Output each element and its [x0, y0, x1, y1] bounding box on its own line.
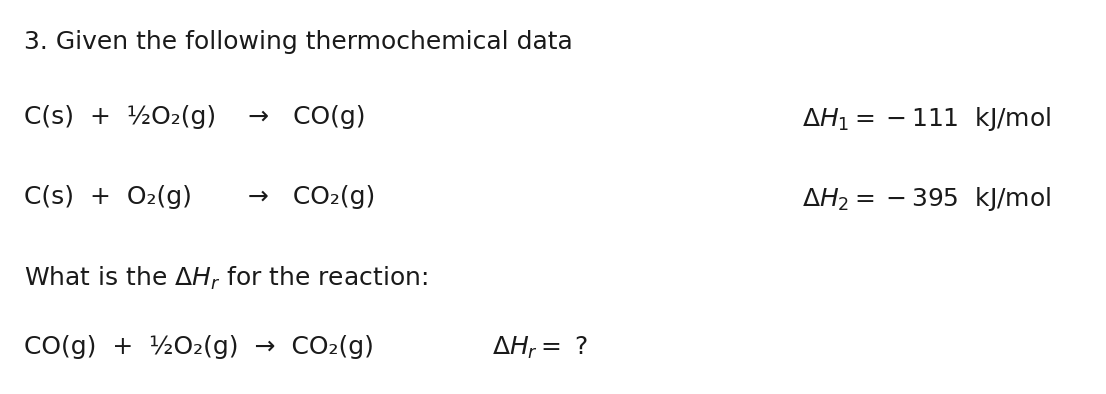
- Text: 3. Given the following thermochemical data: 3. Given the following thermochemical da…: [24, 30, 573, 54]
- Text: $\Delta H_2 = -395$  kJ/mol: $\Delta H_2 = -395$ kJ/mol: [802, 185, 1051, 213]
- Text: $\Delta H_1 = -111$  kJ/mol: $\Delta H_1 = -111$ kJ/mol: [802, 105, 1051, 133]
- Text: C(s)  +  ½O₂(g)    →   CO(g): C(s) + ½O₂(g) → CO(g): [24, 105, 366, 129]
- Text: C(s)  +  O₂(g)       →   CO₂(g): C(s) + O₂(g) → CO₂(g): [24, 185, 376, 209]
- Text: What is the $\Delta H_r$ for the reaction:: What is the $\Delta H_r$ for the reactio…: [24, 265, 428, 292]
- Text: $\Delta H_r = $ ?: $\Delta H_r = $ ?: [492, 335, 588, 361]
- Text: CO(g)  +  ½O₂(g)  →  CO₂(g): CO(g) + ½O₂(g) → CO₂(g): [24, 335, 374, 359]
